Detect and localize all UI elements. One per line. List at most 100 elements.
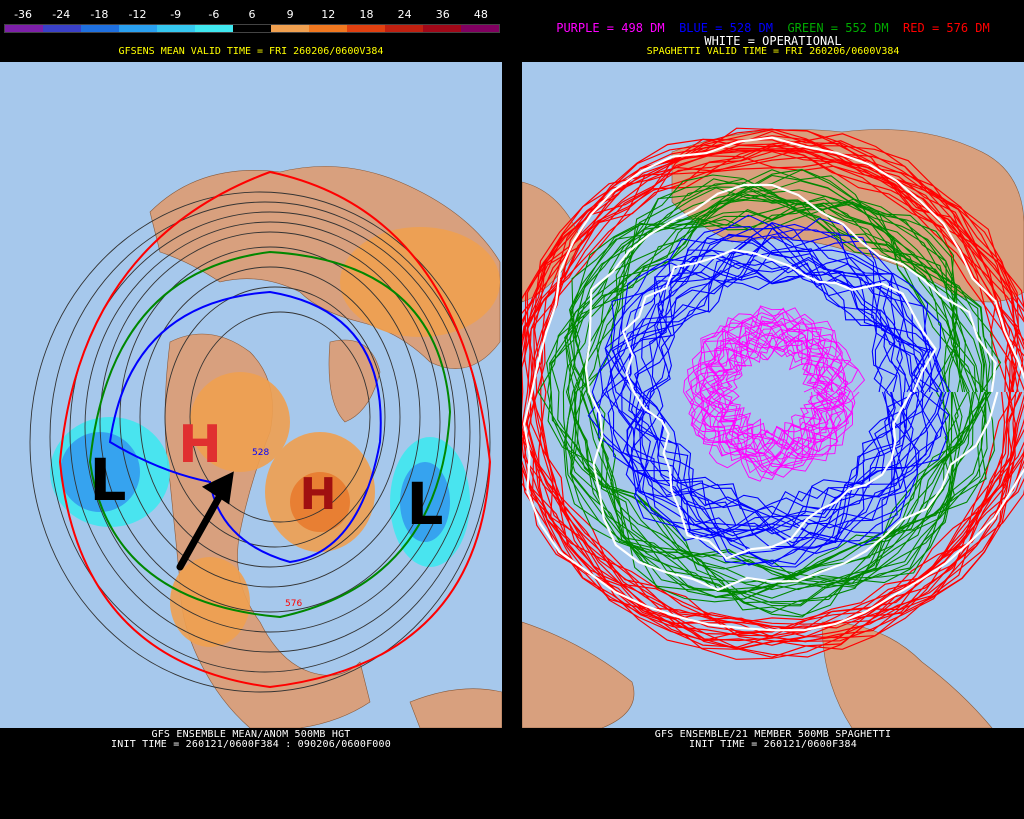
spaghetti-line [694, 327, 843, 474]
spaghetti-line [562, 169, 966, 584]
spaghetti-line [591, 222, 908, 534]
colorbar-tick-label: -18 [90, 8, 109, 21]
panel-divider [502, 0, 522, 819]
colorbar-segment [195, 25, 233, 32]
spaghetti-line [523, 136, 1024, 632]
spaghetti-contours [522, 127, 1024, 660]
colorbar-segment [157, 25, 195, 32]
552-contour [88, 250, 452, 619]
greenland-land [328, 339, 381, 423]
spaghetti-line [587, 235, 920, 529]
spaghetti-line [703, 325, 847, 481]
colorbar-segment [5, 25, 43, 32]
colorbar-tick-label: 6 [248, 8, 256, 21]
contour-label-528: 528 [252, 448, 269, 458]
spaghetti-line [584, 183, 999, 592]
spaghetti-line [604, 256, 931, 559]
left-caption-init: INIT TIME = 260121/0600F384 : 090206/060… [111, 739, 391, 750]
spaghetti-line [546, 189, 958, 591]
colorbar-segment [347, 25, 385, 32]
legend-purple: PURPLE = 498 DM [556, 21, 665, 35]
colorbar-tick-label: -12 [128, 8, 147, 21]
spaghetti-line [522, 127, 1024, 625]
spaghetti-line [571, 204, 990, 604]
height-contours [29, 191, 491, 693]
spaghetti-line [621, 248, 937, 560]
colorbar-segment [423, 25, 461, 32]
colorbar-tick-label: -24 [52, 8, 71, 21]
spaghetti-line [549, 174, 963, 579]
low-east-mark: L [407, 470, 444, 538]
right-valid-time-subtitle: SPAGHETTI VALID TIME = FRI 260206/0600V3… [646, 46, 900, 57]
spaghetti-line [573, 174, 987, 600]
spaghetti-panel: PURPLE = 498 DM BLUE = 528 DM GREEN = 55… [522, 0, 1024, 819]
colorbar-segment [119, 25, 157, 32]
legend-white: WHITE = OPERATIONAL [704, 34, 842, 48]
spaghetti-line [522, 137, 1024, 636]
colorbar-tick-label: -36 [14, 8, 33, 21]
spaghetti-line [702, 328, 866, 463]
colorbar-tick-label: 36 [435, 8, 450, 21]
anomaly-shading [50, 227, 500, 647]
spaghetti-line [564, 198, 969, 616]
spaghetti-line [526, 138, 1024, 648]
colorbar-segment [461, 25, 499, 32]
colorbar-segment [309, 25, 347, 32]
right-caption-title: GFS ENSEMBLE/21 MEMBER 500MB SPAGHETTI [654, 729, 892, 740]
colorbar-tick-labels: -36 -24 -18 -12 -9 -6 6 9 12 18 24 36 48 [0, 8, 502, 21]
colorbar-tick-label: 24 [397, 8, 412, 21]
colorbar-tick-label: 12 [321, 8, 336, 21]
colorbar-tick-label: -9 [170, 8, 182, 21]
spaghetti-line [522, 145, 1020, 642]
left-caption-title: GFS ENSEMBLE MEAN/ANOM 500MB HGT [151, 729, 351, 740]
spaghetti-line [537, 194, 957, 591]
spaghetti-line [522, 160, 1021, 658]
spaghetti-line [547, 203, 960, 607]
ensemble-mean-panel: -36 -24 -18 -12 -9 -6 6 9 12 18 24 36 48 GFSENS MEAN… [0, 0, 502, 819]
high-east-mark: H [300, 469, 337, 520]
spaghetti-legend: PURPLE = 498 DM BLUE = 528 DM GREEN = 55… [522, 22, 1024, 35]
spaghetti-line [683, 327, 842, 461]
spaghetti-line [630, 226, 939, 542]
576-contour [58, 170, 492, 689]
spaghetti-line [692, 313, 833, 467]
low-west-mark: L [90, 446, 127, 514]
spaghetti-map [522, 62, 1024, 728]
spaghetti-line [604, 260, 942, 550]
southwest-land [522, 621, 635, 728]
south-america-land [409, 688, 502, 728]
high-west-mark: H [178, 415, 222, 475]
legend-red: RED = 576 DM [903, 21, 990, 35]
contour-label-576: 576 [285, 599, 302, 609]
colorbar-tick-label: 48 [473, 8, 488, 21]
legend-blue: BLUE = 528 DM [679, 21, 773, 35]
spaghetti-line [685, 320, 842, 455]
spaghetti-line [689, 320, 849, 450]
528-contour [108, 290, 382, 564]
ensemble-mean-map: H H L L 528 576 [0, 62, 502, 728]
colorbar-segment [81, 25, 119, 32]
colorbar-tick-label: 18 [359, 8, 374, 21]
anomaly-colorbar [4, 24, 500, 33]
spaghetti-line [522, 145, 1017, 643]
spaghetti-line [522, 139, 1017, 634]
south-land [821, 621, 993, 728]
spaghetti-line [611, 256, 942, 550]
spaghetti-line [697, 321, 856, 454]
spaghetti-line [691, 336, 859, 469]
spaghetti-line [567, 169, 975, 584]
spaghetti-line [526, 149, 1024, 646]
colorbar-segment [43, 25, 81, 32]
legend-green: GREEN = 552 DM [787, 21, 889, 35]
right-caption-init: INIT TIME = 260121/0600F384 [689, 739, 857, 750]
spaghetti-line [625, 239, 950, 533]
spaghetti-line [702, 312, 848, 456]
colorbar-tick-label: -6 [208, 8, 220, 21]
left-valid-time-subtitle: GFSENS MEAN VALID TIME = FRI 260206/0600… [118, 46, 384, 57]
spaghetti-line [533, 147, 1024, 637]
colorbar-tick-label: 9 [286, 8, 294, 21]
colorbar-segment [385, 25, 423, 32]
spaghetti-line [606, 233, 914, 544]
colorbar-segment [233, 25, 271, 32]
spaghetti-line [634, 227, 947, 536]
